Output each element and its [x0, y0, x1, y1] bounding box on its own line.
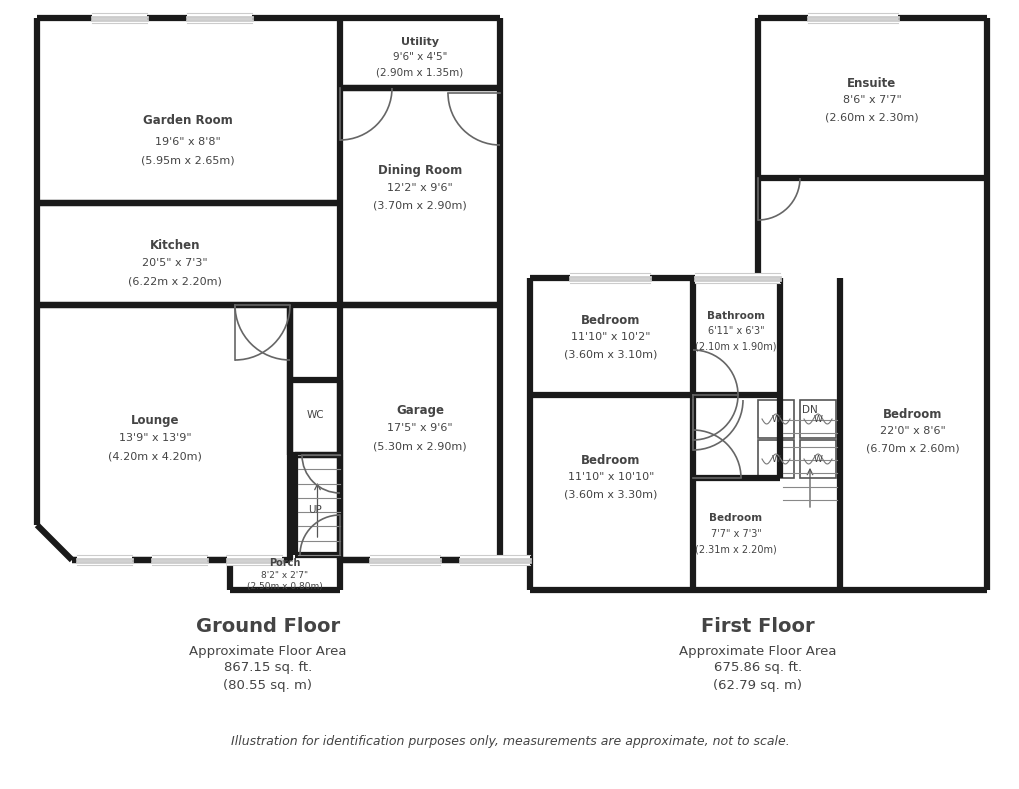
Bar [227, 555, 281, 565]
Text: 7'7" x 7'3": 7'7" x 7'3" [710, 529, 761, 539]
Text: W: W [770, 414, 780, 424]
Text: Utility: Utility [400, 37, 438, 47]
Text: W: W [770, 454, 780, 463]
Text: (2.10m x 1.90m): (2.10m x 1.90m) [695, 341, 776, 351]
Text: Approximate Floor Area: Approximate Floor Area [190, 645, 346, 657]
Bar [799, 440, 836, 478]
Bar [339, 88, 499, 305]
Bar [76, 555, 131, 565]
Text: 12'2" x 9'6": 12'2" x 9'6" [387, 183, 452, 193]
Text: (5.30m x 2.90m): (5.30m x 2.90m) [373, 441, 467, 451]
Text: 675.86 sq. ft.: 675.86 sq. ft. [713, 661, 801, 675]
Bar [339, 18, 499, 88]
Text: (2.60m x 2.30m): (2.60m x 2.30m) [824, 112, 918, 122]
Text: Dining Room: Dining Room [377, 163, 462, 177]
Text: Ensuite: Ensuite [847, 77, 896, 89]
Text: 6'11" x 6'3": 6'11" x 6'3" [707, 326, 763, 336]
Text: (2.31m x 2.20m): (2.31m x 2.20m) [694, 544, 776, 554]
Text: First Floor: First Floor [700, 618, 814, 637]
Bar [229, 555, 339, 590]
Text: Approximate Floor Area: Approximate Floor Area [679, 645, 836, 657]
Text: UP: UP [308, 505, 322, 515]
Text: Porch: Porch [269, 558, 301, 568]
Bar [570, 273, 649, 283]
Bar [92, 13, 147, 23]
Text: Ground Floor: Ground Floor [196, 618, 339, 637]
Text: 867.15 sq. ft.: 867.15 sq. ft. [223, 661, 312, 675]
Text: 9'6" x 4'5": 9'6" x 4'5" [392, 52, 446, 62]
Bar [37, 203, 339, 305]
Text: 11'10" x 10'2": 11'10" x 10'2" [571, 332, 650, 342]
Text: (4.20m x 4.20m): (4.20m x 4.20m) [108, 451, 202, 461]
Text: 8'6" x 7'7": 8'6" x 7'7" [842, 95, 901, 105]
Bar [807, 13, 897, 23]
Bar [694, 273, 780, 283]
Text: (62.79 sq. m): (62.79 sq. m) [713, 679, 802, 691]
Text: Garden Room: Garden Room [143, 114, 232, 126]
Bar [37, 18, 339, 203]
Text: (3.60m x 3.10m): (3.60m x 3.10m) [564, 349, 657, 359]
Text: W: W [813, 454, 821, 463]
Bar [289, 380, 339, 455]
Text: (5.95m x 2.65m): (5.95m x 2.65m) [141, 155, 234, 165]
Bar [152, 555, 207, 565]
Bar [186, 13, 252, 23]
Text: 11'10" x 10'10": 11'10" x 10'10" [568, 472, 653, 482]
Text: (3.70m x 2.90m): (3.70m x 2.90m) [373, 200, 467, 210]
Text: W: W [813, 414, 821, 424]
Text: Bedroom: Bedroom [882, 407, 942, 421]
Text: 20'5" x 7'3": 20'5" x 7'3" [142, 258, 208, 268]
Text: 17'5" x 9'6": 17'5" x 9'6" [387, 423, 452, 433]
Text: Bedroom: Bedroom [709, 513, 762, 523]
Bar [370, 555, 439, 565]
Text: (80.55 sq. m): (80.55 sq. m) [223, 679, 312, 691]
Text: Bedroom: Bedroom [581, 454, 640, 466]
Text: Kitchen: Kitchen [150, 238, 200, 252]
Text: Bedroom: Bedroom [581, 313, 640, 327]
Bar [37, 305, 289, 560]
Text: Lounge: Lounge [130, 413, 179, 427]
Text: (3.60m x 3.30m): (3.60m x 3.30m) [564, 489, 657, 499]
Bar [339, 305, 499, 560]
Bar [799, 400, 836, 438]
Text: (2.50m x 0.80m): (2.50m x 0.80m) [247, 581, 323, 590]
Bar [757, 440, 793, 478]
Bar [530, 278, 986, 590]
Text: Garage: Garage [395, 403, 443, 417]
Text: (6.22m x 2.20m): (6.22m x 2.20m) [128, 276, 222, 286]
Text: 22'0" x 8'6": 22'0" x 8'6" [879, 426, 945, 436]
Text: 13'9" x 13'9": 13'9" x 13'9" [118, 433, 192, 443]
Text: WC: WC [306, 410, 323, 420]
Text: Illustration for identification purposes only, measurements are approximate, not: Illustration for identification purposes… [230, 735, 789, 749]
Polygon shape [37, 305, 289, 560]
Bar [757, 18, 986, 178]
Text: Bathroom: Bathroom [706, 311, 764, 321]
Text: (6.70m x 2.60m): (6.70m x 2.60m) [865, 443, 959, 453]
Text: 19'6" x 8'8": 19'6" x 8'8" [155, 137, 221, 147]
Text: 8'2" x 2'7": 8'2" x 2'7" [261, 570, 309, 579]
Text: (2.90m x 1.35m): (2.90m x 1.35m) [376, 67, 464, 77]
Bar [757, 400, 793, 438]
Bar [460, 555, 530, 565]
Text: DN: DN [801, 405, 817, 415]
